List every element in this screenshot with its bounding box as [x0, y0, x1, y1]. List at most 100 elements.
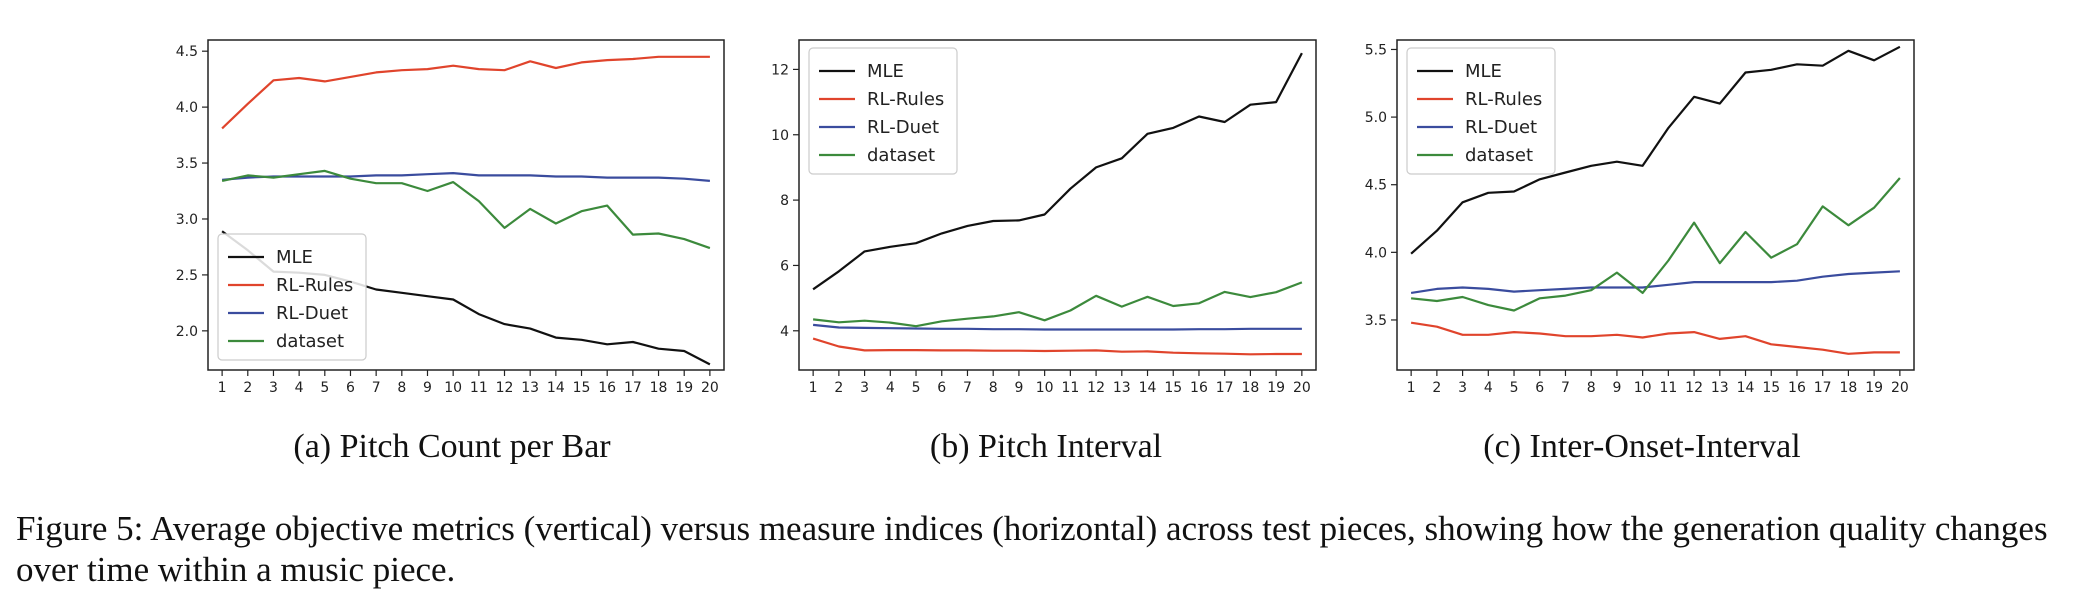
legend-label: MLE — [1465, 61, 1502, 82]
chart-panel-1: 1 2 3 4 5 6 7 8 9 10 11 12 13 14 15 16 17 18 19 202.02.53.0… — [176, 39, 725, 396]
x-tick-label: 1 — [809, 380, 818, 396]
x-tick-label: 2 — [1432, 380, 1441, 396]
x-tick-label: 13 — [1113, 380, 1131, 396]
x-tick-label: 19 — [1865, 380, 1883, 396]
x-tick-label: 12 — [496, 380, 514, 396]
plot-frame — [207, 39, 725, 371]
legend-box — [808, 47, 958, 175]
x-tick-label: 14 — [1139, 380, 1157, 396]
series-line-rl-rules — [221, 55, 710, 130]
y-tick-label: 3.5 — [176, 156, 198, 172]
x-tick-label: 17 — [624, 380, 642, 396]
x-tick-label: 19 — [1267, 380, 1285, 396]
legend-label: RL-Duet — [276, 303, 348, 324]
legend-label: RL-Rules — [1465, 89, 1542, 110]
y-tick-label: 4.5 — [176, 44, 198, 60]
plot-frame — [1396, 39, 1915, 371]
x-tick-label: 18 — [1839, 380, 1857, 396]
y-tick-label: 2.5 — [176, 268, 198, 284]
x-tick-label: 11 — [1659, 380, 1677, 396]
x-tick-label: 6 — [937, 380, 946, 396]
x-tick-label: 9 — [1612, 380, 1621, 396]
series-line-rl-rules — [1410, 321, 1900, 355]
legend-label: RL-Duet — [1465, 117, 1537, 138]
x-tick-label: 19 — [675, 380, 693, 396]
legend-label: RL-Rules — [276, 275, 353, 296]
x-tick-label: 7 — [963, 380, 972, 396]
legend: MLE RL-Rules RL-Duet dataset — [217, 233, 367, 361]
x-tick-label: 5 — [912, 380, 921, 396]
x-tick-label: 16 — [1190, 380, 1208, 396]
y-tick-label: 3.0 — [176, 212, 198, 228]
figure-charts: 1 2 3 4 5 6 7 8 9 10 11 12 13 14 15 16 17 18 19 202.02.53.0… — [176, 39, 1915, 396]
x-tick-label: 12 — [1685, 380, 1703, 396]
series-line-dataset — [1410, 177, 1901, 312]
x-tick-label: 7 — [1561, 380, 1570, 396]
subcaption-c: (c) Inter-Onset-Interval — [1483, 428, 1801, 465]
x-tick-label: 18 — [1241, 380, 1259, 396]
series-line-dataset — [221, 169, 711, 250]
plot-frame — [798, 39, 1317, 371]
x-tick-label: 14 — [1737, 380, 1755, 396]
x-tick-label: 16 — [598, 380, 616, 396]
x-tick-label: 7 — [372, 380, 381, 396]
x-tick-label: 17 — [1216, 380, 1234, 396]
x-tick-label: 4 — [886, 380, 895, 396]
x-tick-label: 1 — [218, 380, 227, 396]
x-tick-label: 3 — [269, 380, 278, 396]
legend-label: RL-Duet — [867, 117, 939, 138]
legend-label: dataset — [276, 331, 344, 352]
x-tick-label: 6 — [1535, 380, 1544, 396]
chart-panel-3: 1 2 3 4 5 6 7 8 9 10 11 12 13 14 15 16 17 18 19 203.54.04.5… — [1365, 39, 1915, 396]
x-tick-label: 12 — [1087, 380, 1105, 396]
x-tick-label: 13 — [1711, 380, 1729, 396]
legend-label: RL-Rules — [867, 89, 944, 110]
x-tick-label: 4 — [1484, 380, 1493, 396]
legend: MLE RL-Rules RL-Duet dataset — [1406, 47, 1556, 175]
x-tick-label: 8 — [989, 380, 998, 396]
y-tick-label: 4.0 — [176, 100, 198, 116]
x-tick-label: 1 — [1407, 380, 1416, 396]
legend-box — [217, 233, 367, 361]
x-tick-label: 5 — [320, 380, 329, 396]
series-line-mle — [812, 52, 1303, 291]
x-tick-label: 9 — [423, 380, 432, 396]
legend-label: dataset — [867, 145, 935, 166]
legend-box — [1406, 47, 1556, 175]
y-tick-label: 6 — [780, 258, 789, 274]
x-tick-label: 16 — [1788, 380, 1806, 396]
x-tick-label: 11 — [1061, 380, 1079, 396]
x-tick-label: 11 — [470, 380, 488, 396]
x-tick-label: 14 — [547, 380, 565, 396]
x-tick-label: 4 — [295, 380, 304, 396]
series-line-mle — [1410, 45, 1901, 255]
y-tick-label: 8 — [780, 193, 789, 209]
x-tick-label: 15 — [1762, 380, 1780, 396]
x-tick-label: 20 — [1891, 380, 1909, 396]
x-tick-label: 8 — [397, 380, 406, 396]
legend: MLE RL-Rules RL-Duet dataset — [808, 47, 958, 175]
x-tick-label: 10 — [444, 380, 462, 396]
legend-label: dataset — [1465, 145, 1533, 166]
figure-caption: Figure 5: Average objective metrics (ver… — [16, 509, 2048, 589]
y-tick-label: 3.5 — [1365, 313, 1387, 329]
x-tick-label: 15 — [1164, 380, 1182, 396]
x-tick-label: 8 — [1587, 380, 1596, 396]
x-tick-label: 3 — [860, 380, 869, 396]
y-tick-label: 4.5 — [1365, 178, 1387, 194]
x-tick-label: 3 — [1458, 380, 1467, 396]
y-tick-label: 12 — [771, 62, 789, 78]
legend-label: MLE — [276, 247, 313, 268]
y-tick-label: 4 — [780, 324, 789, 340]
series-line-rl-duet — [812, 323, 1302, 331]
series-line-rl-duet — [1410, 270, 1900, 294]
x-tick-label: 5 — [1510, 380, 1519, 396]
x-tick-label: 13 — [521, 380, 539, 396]
x-tick-label: 2 — [834, 380, 843, 396]
y-tick-label: 4.0 — [1365, 245, 1387, 261]
series-line-rl-rules — [812, 337, 1302, 356]
subcaption-b: (b) Pitch Interval — [929, 428, 1163, 465]
x-tick-label: 17 — [1814, 380, 1832, 396]
x-tick-label: 2 — [243, 380, 252, 396]
